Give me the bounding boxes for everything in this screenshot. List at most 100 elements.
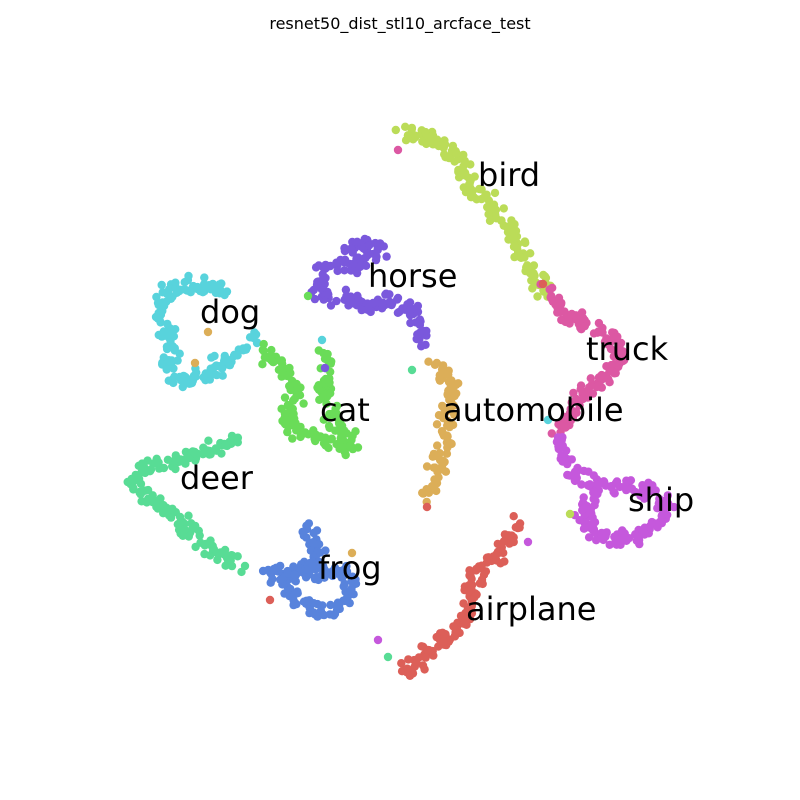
point-bird [466,160,475,169]
point-deer [138,487,147,497]
point-truck [560,307,569,316]
point-truck [567,398,576,407]
point-frog [315,548,325,557]
point-airplane [432,632,441,642]
point-cat [346,442,355,451]
point-bird [454,173,464,182]
point-dog [178,382,187,392]
point-frog [318,561,328,571]
point-cat [336,434,345,443]
point-automobile [433,441,442,450]
point-cat [314,346,323,355]
point-frog [309,599,318,608]
point-horse [346,292,355,301]
point-automobile [442,449,452,458]
point-airplane [475,579,485,588]
point-ship [640,494,649,503]
point-truck [547,429,556,438]
point-airplane [449,622,458,631]
point-ship [572,473,581,483]
point-airplane [472,566,481,575]
point-dog [157,280,166,290]
point-automobile [429,463,439,472]
outlier-point [190,358,200,368]
point-frog [346,586,355,595]
point-horse [310,294,320,304]
point-deer [163,455,173,464]
cluster-frog [258,519,361,621]
point-truck [614,338,623,348]
point-truck [594,327,603,336]
point-ship [618,526,627,535]
point-horse [422,326,431,336]
point-cat [275,356,284,365]
point-automobile [443,416,452,425]
point-bird [477,185,486,194]
point-ship [605,540,614,549]
point-cat [315,433,324,442]
point-deer [221,441,230,450]
point-deer [206,536,215,545]
point-cat [309,426,318,435]
point-airplane [397,659,406,668]
point-truck [554,420,563,429]
point-horse [311,263,321,272]
point-dog [180,285,189,294]
point-horse [382,252,391,261]
point-bird [465,179,474,188]
point-bird [391,125,400,135]
outlier-point [422,502,432,512]
point-ship [590,518,600,527]
point-automobile [428,452,437,461]
point-truck [576,385,585,394]
point-cat [296,383,305,392]
cluster-labels-layer: bird truck ship airplane frog deer dog cat horse… [180,156,694,628]
point-airplane [464,587,473,596]
point-bird [499,204,508,213]
point-deer [212,548,221,557]
point-ship [553,433,563,442]
label-truck: truck [586,330,669,368]
point-horse [405,310,415,320]
point-ship [633,532,642,541]
point-airplane [499,537,509,546]
point-truck [588,389,598,398]
point-horse [340,266,349,275]
point-airplane [405,671,415,680]
point-frog [339,582,348,591]
point-bird [490,188,500,198]
point-deer [226,556,235,565]
cluster-ship [552,433,679,549]
point-bird [401,122,410,131]
point-bird [445,153,454,163]
point-ship [589,488,598,497]
point-bird [526,249,535,258]
point-automobile [419,489,428,498]
point-dog [233,351,242,360]
point-bird [452,149,461,158]
point-truck [586,374,595,383]
point-truck [571,407,581,416]
point-dog [241,345,251,354]
point-ship [651,486,660,495]
point-dog [199,373,208,382]
point-deer [175,512,185,522]
point-ship [585,480,595,489]
point-frog [305,566,314,575]
point-airplane [459,599,468,608]
point-ship [579,493,588,502]
point-cat [296,422,305,432]
point-cat [324,443,333,453]
point-automobile [422,462,432,471]
point-truck [578,313,588,323]
outlier-point [543,415,553,425]
point-cat [326,389,335,398]
point-cat [319,415,328,424]
point-cat [314,385,324,394]
point-cat [328,411,337,420]
point-frog [345,598,354,608]
point-deer [136,479,146,489]
outlier-point [373,635,383,645]
point-cat [331,426,340,435]
